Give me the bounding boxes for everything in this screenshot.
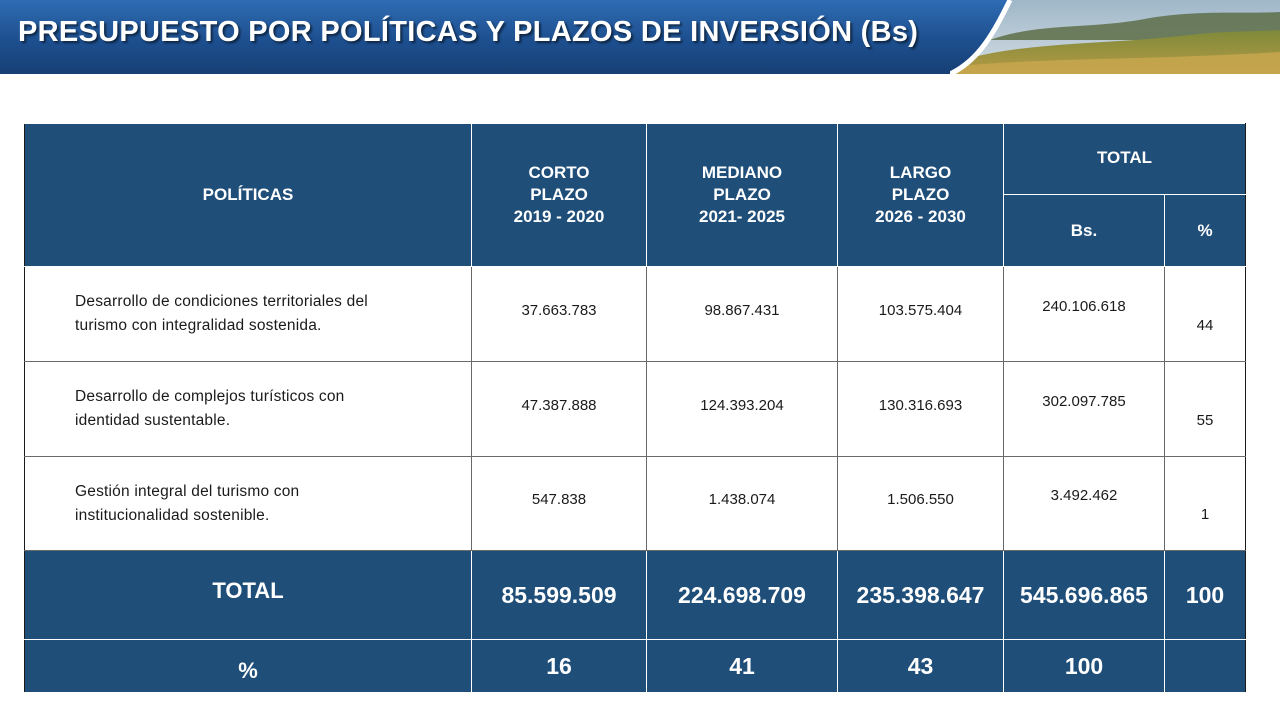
header-largo-plazo: LARGO PLAZO 2026 - 2030 <box>837 123 1004 267</box>
title-banner: PRESUPUESTO POR POLÍTICAS Y PLAZOS DE IN… <box>0 0 1280 74</box>
politica-line: Desarrollo de condiciones territoriales … <box>75 293 368 310</box>
total-bs-cell: 302.097.785 <box>1003 361 1165 457</box>
landscape-image <box>950 0 1280 74</box>
mediano-cell: 1.438.074 <box>646 456 838 551</box>
budget-table: POLÍTICAS CORTO PLAZO 2019 - 2020 MEDIAN… <box>24 123 1246 693</box>
header-largo-line3: 2026 - 2030 <box>875 207 966 226</box>
header-mediano-line3: 2021- 2025 <box>698 207 786 226</box>
total-label: TOTAL <box>24 550 472 640</box>
total-pct-cell: 1 <box>1164 456 1246 551</box>
header-largo-line2: PLAZO <box>891 185 950 204</box>
header-total: TOTAL <box>1003 123 1246 195</box>
corto-cell: 47.387.888 <box>471 361 647 457</box>
politica-line: institucionalidad sostenible. <box>75 506 270 524</box>
largo-cell: 103.575.404 <box>837 266 1004 362</box>
header-politicas: POLÍTICAS <box>24 123 472 267</box>
table-row: Desarrollo de complejos turísticos con i… <box>24 361 1246 457</box>
percent-total-pct <box>1164 639 1246 693</box>
politica-cell: Desarrollo de condiciones territoriales … <box>24 266 472 362</box>
percent-row: % 16 41 43 100 <box>24 639 1246 693</box>
header-corto-line1: CORTO <box>528 163 590 182</box>
table-row: Desarrollo de condiciones territoriales … <box>24 266 1246 362</box>
mediano-cell: 98.867.431 <box>646 266 838 362</box>
percent-corto: 16 <box>471 639 647 693</box>
politica-line: Gestión integral del turismo con <box>75 482 300 500</box>
politica-cell: Gestión integral del turismo con institu… <box>24 456 472 551</box>
table-row: Gestión integral del turismo con institu… <box>24 456 1246 551</box>
total-corto: 85.599.509 <box>471 550 647 640</box>
header-total-bs: Bs. <box>1003 194 1165 267</box>
politica-cell: Desarrollo de complejos turísticos con i… <box>24 361 472 457</box>
page-title: PRESUPUESTO POR POLÍTICAS Y PLAZOS DE IN… <box>18 16 919 48</box>
header-mediano-plazo: MEDIANO PLAZO 2021- 2025 <box>646 123 838 267</box>
total-pct: 100 <box>1164 550 1246 640</box>
total-largo: 235.398.647 <box>837 550 1004 640</box>
header-largo-line1: LARGO <box>889 163 952 182</box>
corto-cell: 37.663.783 <box>471 266 647 362</box>
total-bs: 545.696.865 <box>1003 550 1165 640</box>
mediano-cell: 124.393.204 <box>646 361 838 457</box>
percent-largo: 43 <box>837 639 1004 693</box>
percent-label: % <box>24 639 472 693</box>
percent-total-bs: 100 <box>1003 639 1165 693</box>
total-bs-cell: 3.492.462 <box>1003 456 1165 551</box>
total-row: TOTAL 85.599.509 224.698.709 235.398.647… <box>24 550 1246 640</box>
total-pct-cell: 44 <box>1164 266 1246 362</box>
header-corto-line3: 2019 - 2020 <box>513 207 605 226</box>
largo-cell: 130.316.693 <box>837 361 1004 457</box>
header-mediano-line2: PLAZO <box>713 185 771 204</box>
percent-mediano: 41 <box>646 639 838 693</box>
largo-cell: 1.506.550 <box>837 456 1004 551</box>
header-total-pct: % <box>1164 194 1246 267</box>
total-mediano: 224.698.709 <box>646 550 838 640</box>
total-bs-cell: 240.106.618 <box>1003 266 1165 362</box>
politica-line: identidad sustentable. <box>75 412 231 429</box>
header-corto-line2: PLAZO <box>530 185 588 204</box>
politica-line: Desarrollo de complejos turísticos con <box>75 388 345 405</box>
corto-cell: 547.838 <box>471 456 647 551</box>
politica-line: turismo con integralidad sostenida. <box>75 317 322 334</box>
total-pct-cell: 55 <box>1164 361 1246 457</box>
header-mediano-line1: MEDIANO <box>701 163 783 182</box>
header-corto-plazo: CORTO PLAZO 2019 - 2020 <box>471 123 647 267</box>
